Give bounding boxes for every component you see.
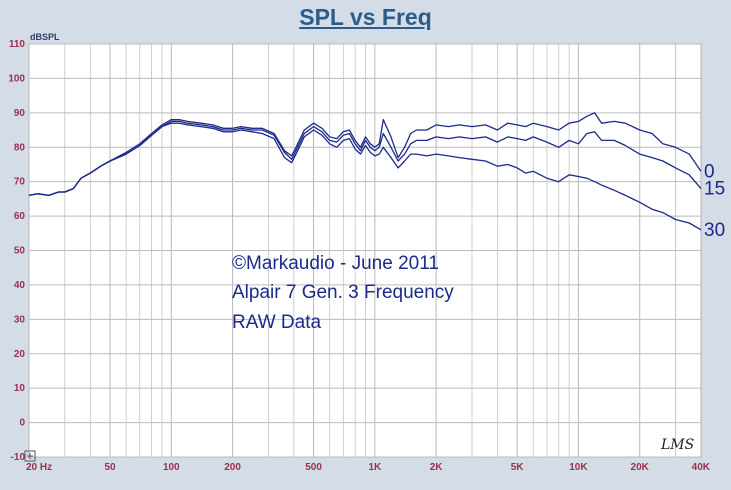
lms-watermark: LMS: [660, 437, 694, 453]
x-tick-label: 100: [163, 462, 180, 473]
x-tick-label: 10K: [569, 462, 588, 473]
y-tick-label: 30: [14, 314, 26, 325]
x-tick-label: 50: [104, 462, 116, 473]
x-tick-label: 1K: [368, 462, 382, 473]
y-tick-label: 90: [14, 108, 26, 119]
series-label-30: 30: [704, 220, 725, 241]
grid: [28, 43, 702, 458]
series-label-0: 0: [704, 161, 715, 182]
x-tick-label: 2K: [430, 462, 444, 473]
x-tick-label: 20 Hz: [26, 462, 52, 473]
series-layer: 015 30: [28, 112, 725, 241]
x-tick-label: 20K: [631, 462, 650, 473]
x-tick-label: 500: [305, 462, 322, 473]
y-tick-label: 100: [8, 73, 25, 84]
y-tick-label: 40: [14, 280, 26, 291]
y-tick-label: 110: [9, 39, 26, 50]
x-tick-label: 40K: [692, 462, 711, 473]
y-tick-label: 10: [14, 383, 26, 394]
y-tick-label: 20: [14, 349, 26, 360]
y-axis-label: dBSPL: [30, 32, 60, 42]
y-tick-label: 50: [14, 246, 26, 257]
y-tick-label: 0: [19, 418, 25, 429]
y-tick-label: 60: [14, 211, 26, 222]
annotation-copyright: ©Markaudio - June 2011: [232, 253, 439, 274]
x-tick-label: 200: [224, 462, 241, 473]
chart-title: SPL vs Freq: [299, 4, 432, 30]
y-tick-label: 80: [14, 142, 26, 153]
cursor-box-icon: [24, 450, 36, 462]
annotation-model: Alpair 7 Gen. 3 Frequency: [232, 282, 454, 303]
y-tick-label: 70: [14, 177, 26, 188]
series-line-0: [28, 112, 702, 197]
annotation-raw-data: RAW Data: [232, 312, 321, 333]
x-tick-label: 5K: [511, 462, 525, 473]
y-tick-label: -10: [11, 452, 26, 463]
series-line-30: [28, 122, 702, 231]
series-label-15: 15: [704, 179, 725, 200]
